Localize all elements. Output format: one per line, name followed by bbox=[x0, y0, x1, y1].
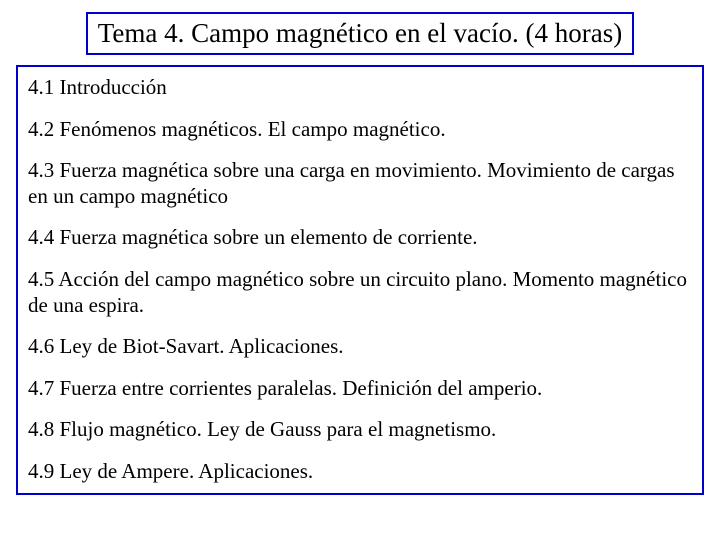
outline-item: 4.5 Acción del campo magnético sobre un … bbox=[28, 267, 692, 318]
outline-item: 4.1 Introducción bbox=[28, 75, 692, 101]
outline-item: 4.6 Ley de Biot-Savart. Aplicaciones. bbox=[28, 334, 692, 360]
outline-item: 4.8 Flujo magnético. Ley de Gauss para e… bbox=[28, 417, 692, 443]
outline-box: 4.1 Introducción 4.2 Fenómenos magnético… bbox=[16, 65, 704, 495]
outline-item: 4.7 Fuerza entre corrientes paralelas. D… bbox=[28, 376, 692, 402]
outline-item: 4.2 Fenómenos magnéticos. El campo magné… bbox=[28, 117, 692, 143]
title-box: Tema 4. Campo magnético en el vacío. (4 … bbox=[86, 12, 634, 55]
outline-item: 4.4 Fuerza magnética sobre un elemento d… bbox=[28, 225, 692, 251]
slide-title: Tema 4. Campo magnético en el vacío. (4 … bbox=[98, 18, 622, 49]
outline-item: 4.9 Ley de Ampere. Aplicaciones. bbox=[28, 459, 692, 485]
outline-item: 4.3 Fuerza magnética sobre una carga en … bbox=[28, 158, 692, 209]
